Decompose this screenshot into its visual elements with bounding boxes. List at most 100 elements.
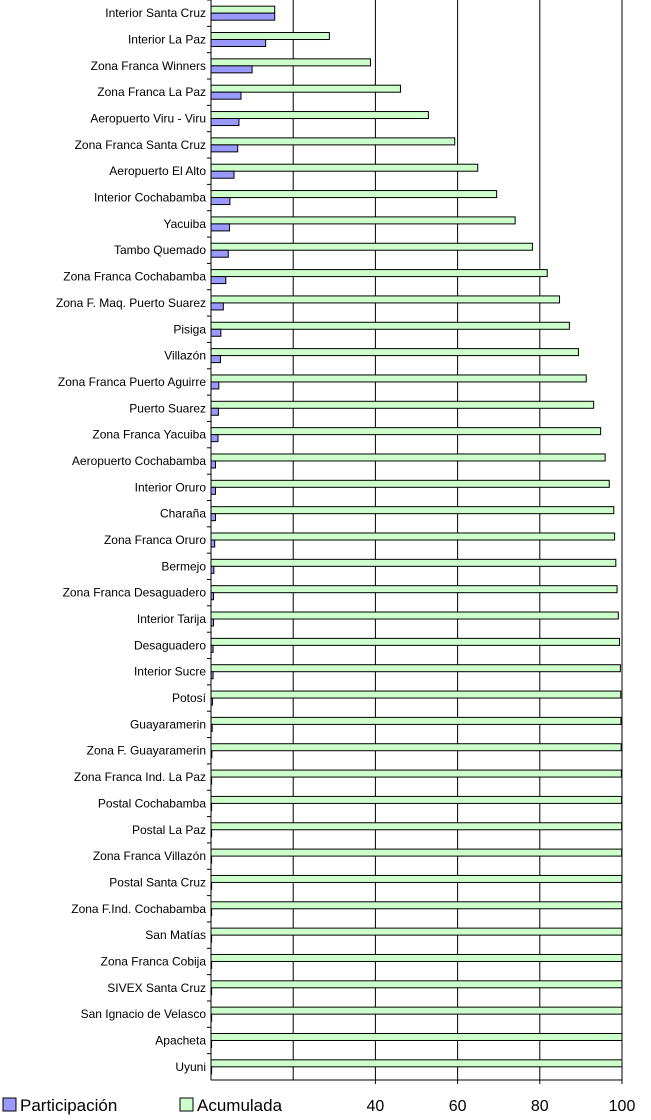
bar-acumulada-24 (210, 637, 621, 646)
bar-acumulada-25 (210, 664, 621, 673)
category-label-2: Zona Franca Winners (91, 59, 206, 73)
legend-label-acumulada: Acumulada (197, 1096, 283, 1115)
category-label-26: Potosí (172, 691, 207, 705)
bar-participacion-11 (210, 302, 224, 311)
bar-participacion-34 (210, 908, 213, 917)
bar-acumulada-17 (210, 453, 606, 462)
bar-participacion-26 (210, 697, 213, 706)
bar-participacion-20 (210, 539, 216, 548)
category-label-4: Aeropuerto Viru - Viru (90, 112, 206, 126)
bar-acumulada-7 (210, 190, 498, 199)
bar-acumulada-21 (210, 558, 617, 567)
category-label-39: Apacheta (155, 1033, 206, 1047)
bar-participacion-22 (210, 592, 214, 601)
bar-acumulada-28 (210, 743, 622, 752)
category-label-17: Aeropuerto Cochabamba (72, 454, 206, 468)
category-label-21: Bermejo (161, 559, 206, 573)
bar-acumulada-16 (210, 427, 602, 436)
bar-participacion-27 (210, 723, 213, 732)
category-label-6: Aeropuerto El Alto (109, 164, 206, 178)
legend-swatch-acumulada (179, 1097, 194, 1112)
category-label-8: Yacuiba (164, 217, 207, 231)
bar-acumulada-14 (210, 374, 587, 383)
bar-participacion-0 (210, 12, 276, 21)
legend-swatch-participacion (2, 1097, 17, 1112)
legend-label-participacion: Participación (20, 1096, 117, 1115)
bar-acumulada-20 (210, 532, 616, 541)
bar-acumulada-9 (210, 242, 533, 251)
bar-acumulada-40 (210, 1059, 623, 1068)
bar-acumulada-15 (210, 400, 595, 409)
bar-participacion-40 (210, 1066, 213, 1075)
bar-acumulada-26 (210, 690, 622, 699)
bar-participacion-33 (210, 881, 213, 890)
bar-participacion-7 (210, 197, 231, 206)
bar-participacion-10 (210, 276, 227, 285)
bar-participacion-35 (210, 934, 213, 943)
bar-participacion-38 (210, 1013, 213, 1022)
bar-acumulada-22 (210, 585, 618, 594)
legend: Participación Acumulada (2, 1096, 283, 1115)
category-label-10: Zona Franca Cochabamba (63, 270, 206, 284)
bar-acumulada-23 (210, 611, 619, 620)
bar-acumulada-10 (210, 269, 548, 278)
category-label-30: Postal Cochabamba (98, 796, 206, 810)
bar-acumulada-4 (210, 111, 429, 120)
bar-participacion-17 (210, 460, 217, 469)
category-label-18: Interior Oruro (135, 480, 207, 494)
bar-participacion-31 (210, 829, 213, 838)
bar-acumulada-2 (210, 58, 371, 67)
bar-participacion-29 (210, 776, 213, 785)
bar-participacion-15 (210, 407, 219, 416)
category-label-5: Zona Franca Santa Cruz (75, 138, 206, 152)
bar-acumulada-33 (210, 874, 623, 883)
category-labels: Interior Santa Cruz Interior La Paz Zona F… (56, 0, 211, 1074)
category-label-28: Zona F. Guayaramerin (87, 744, 206, 758)
bar-acumulada-37 (210, 980, 623, 989)
category-label-22: Zona Franca Desaguadero (63, 586, 207, 600)
bar-participacion-9 (210, 249, 229, 258)
bar-participacion-12 (210, 328, 222, 337)
bar-acumulada-3 (210, 84, 401, 93)
bar-participacion-37 (210, 987, 213, 996)
x-tick-label-80: 80 (531, 1098, 549, 1115)
bar-participacion-13 (210, 355, 221, 364)
bar-participacion-2 (210, 65, 253, 74)
bar-participacion-36 (210, 960, 213, 969)
category-label-38: San Ignacio de Velasco (81, 1007, 207, 1021)
category-label-16: Zona Franca Yacuiba (92, 428, 206, 442)
bar-participacion-6 (210, 170, 235, 179)
bar-participacion-3 (210, 91, 242, 100)
bar-participacion-18 (210, 486, 217, 495)
category-label-19: Charaña (160, 507, 206, 521)
bar-participacion-14 (210, 381, 220, 390)
category-label-34: Zona F.Ind. Cochabamba (71, 902, 206, 916)
bar-acumulada-32 (210, 848, 623, 857)
bar-acumulada-1 (210, 32, 330, 41)
category-label-40: Uyuni (175, 1060, 206, 1074)
category-label-37: SIVEX Santa Cruz (107, 981, 206, 995)
bar-acumulada-29 (210, 769, 622, 778)
bar-participacion-8 (210, 223, 230, 232)
category-label-33: Postal Santa Cruz (109, 875, 206, 889)
bar-participacion-21 (210, 565, 215, 574)
bar-participacion-5 (210, 144, 239, 153)
bar-acumulada-30 (210, 795, 623, 804)
category-label-27: Guayaramerin (130, 717, 206, 731)
category-label-0: Interior Santa Cruz (105, 6, 206, 20)
category-label-9: Tambo Quemado (114, 243, 206, 257)
bar-acumulada-35 (210, 927, 623, 936)
category-label-11: Zona F. Maq. Puerto Suarez (56, 296, 206, 310)
bar-participacion-4 (210, 118, 240, 127)
bars (210, 5, 623, 1075)
category-label-25: Interior Sucre (134, 665, 206, 679)
bar-acumulada-0 (210, 5, 276, 14)
bar-participacion-32 (210, 855, 213, 864)
bar-participacion-19 (210, 513, 217, 522)
category-label-36: Zona Franca Cobija (101, 954, 207, 968)
category-label-23: Interior Tarija (137, 612, 206, 626)
x-tick-label-100: 100 (609, 1098, 636, 1115)
bar-acumulada-31 (210, 822, 623, 831)
category-label-14: Zona Franca Puerto Aguirre (58, 375, 206, 389)
